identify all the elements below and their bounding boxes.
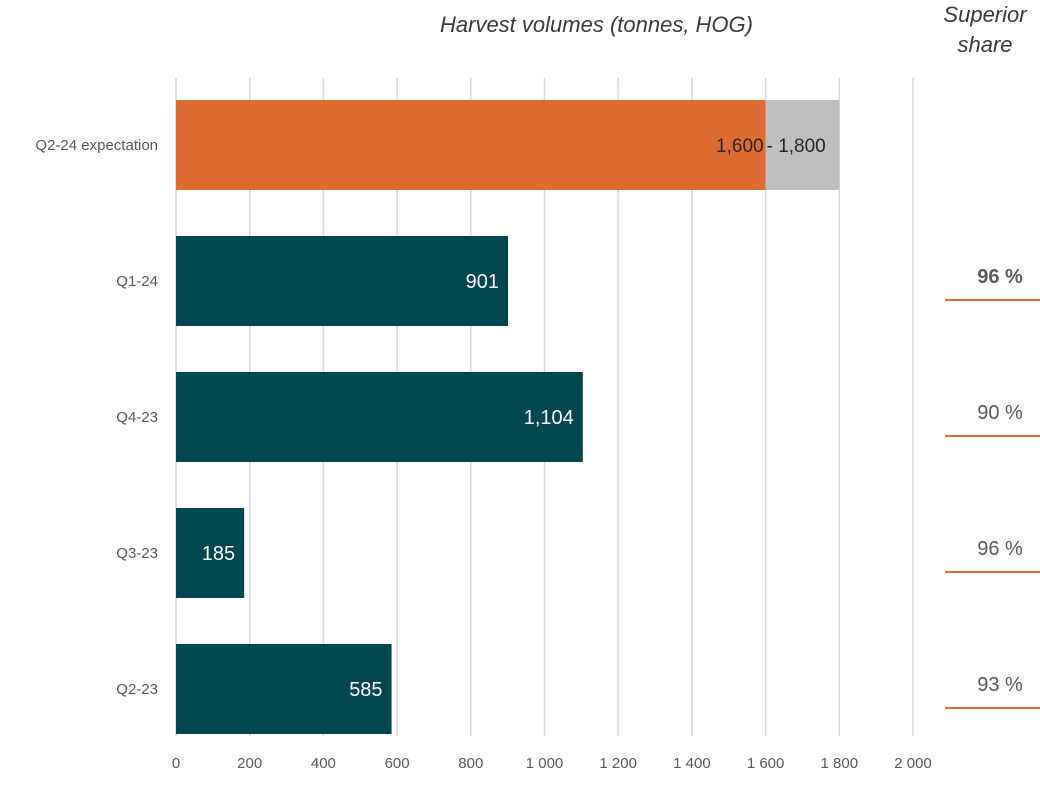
superior-share-value: 90 %: [977, 402, 1023, 424]
superior-share-value: 96 %: [977, 538, 1023, 560]
x-tick-label: 1 000: [526, 755, 564, 772]
x-tick-label: 1 200: [599, 755, 637, 772]
data-label: 585: [349, 679, 382, 701]
data-label: 1,104: [524, 407, 574, 429]
data-bar: [176, 236, 509, 326]
superior-share-value: 93 %: [977, 674, 1023, 696]
x-tick-label: 800: [458, 755, 483, 772]
x-tick-label: 400: [311, 755, 336, 772]
data-bar: [176, 372, 583, 462]
category-label: Q2-24 expectation: [35, 137, 158, 154]
category-label: Q2-23: [116, 681, 158, 698]
x-tick-label: 200: [237, 755, 262, 772]
category-label: Q1-24: [116, 273, 158, 290]
category-label: Q3-23: [116, 545, 158, 562]
expectation-bar-low: [176, 100, 766, 190]
bar-layer: [176, 100, 840, 734]
superior-share-header-line2: share: [957, 32, 1013, 57]
chart-title: Harvest volumes (tonnes, HOG): [440, 12, 753, 37]
data-bar: [176, 508, 245, 598]
superior-share-value: 96 %: [977, 266, 1023, 288]
expectation-range-label: - 1,800: [767, 136, 826, 157]
data-label: 185: [202, 543, 235, 565]
superior-share-column: 96 % 90 % 96 % 93 %: [945, 266, 1040, 709]
x-tick-label: 1 800: [821, 755, 859, 772]
x-axis: 0 200 400 600 800 1 000 1 200 1 400 1 600 1 800 2 …: [172, 755, 932, 772]
x-tick-label: 0: [172, 755, 180, 772]
expectation-bar-range: [765, 100, 840, 190]
data-label: 901: [466, 271, 499, 293]
x-tick-label: 1 600: [747, 755, 785, 772]
label-layer: Q2-24 expectation 1,600 - 1,800 Q1-24 901 Q4…: [35, 136, 825, 701]
superior-share-header-line1: Superior: [943, 2, 1027, 27]
expectation-low-label: 1,600: [716, 136, 764, 157]
x-tick-label: 600: [385, 755, 410, 772]
category-label: Q4-23: [116, 409, 158, 426]
x-tick-label: 1 400: [673, 755, 711, 772]
data-bar: [176, 644, 392, 734]
x-tick-label: 2 000: [894, 755, 932, 772]
superior-share-header: Superior share: [930, 0, 1040, 60]
